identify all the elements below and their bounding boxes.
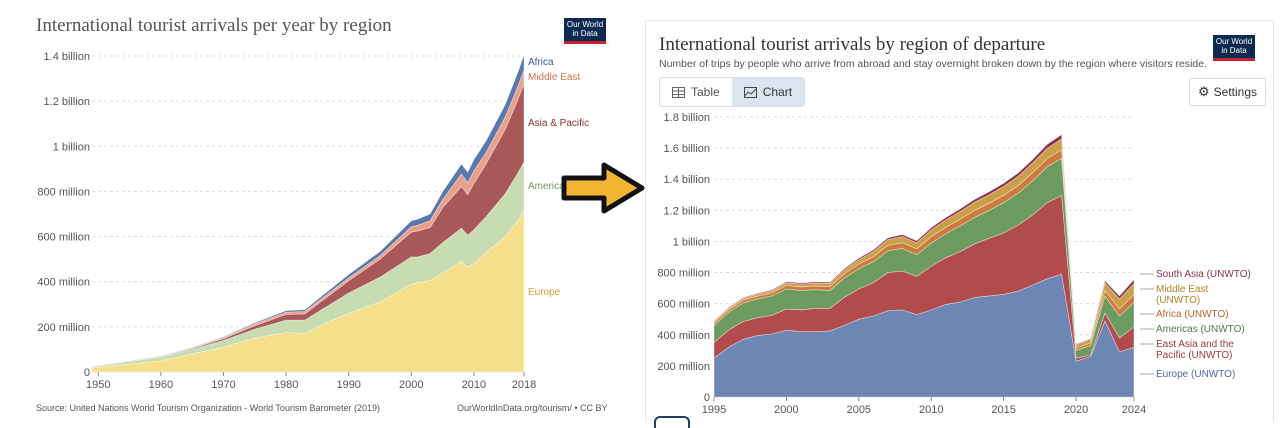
y-tick-label: 1.8 billion	[664, 112, 710, 124]
x-tick-label: 2024	[1122, 404, 1146, 416]
y-tick-label: 0	[704, 392, 710, 404]
chart-icon	[743, 86, 757, 98]
right-chart: 0 200 million 400 million 600 million 800 mi…	[657, 112, 1251, 416]
view-tabs: Table Chart	[659, 77, 806, 107]
left-chart: 0 200 million 400 million 600 million 800 mi…	[37, 51, 589, 391]
x-tick-label: 2020	[1064, 404, 1088, 416]
area-africa	[91, 54, 525, 367]
series-label-middle-east-unwto-line2: (UNWTO)	[1156, 295, 1200, 306]
x-tick-label: 2018	[512, 379, 536, 391]
y-tick-label: 1.6 billion	[664, 143, 710, 155]
series-label-europe-unwto: Europe (UNWTO)	[1156, 369, 1235, 380]
right-chart-panel: International tourist arrivals by region…	[645, 20, 1274, 428]
right-chart-title: International tourist arrivals by region…	[659, 34, 1046, 55]
logo-line2: in Data	[572, 29, 598, 38]
y-tick-label: 1 billion	[53, 141, 90, 153]
left-chart-panel: International tourist arrivals per year …	[0, 0, 615, 421]
y-tick-label: 1.2 billion	[664, 205, 710, 217]
series-label-africa-unwto: Africa (UNWTO)	[1156, 309, 1229, 320]
area-south-asia-unwto	[713, 134, 1135, 346]
y-tick-label: 200 million	[37, 322, 90, 334]
x-tick-label: 2005	[847, 404, 871, 416]
y-tick-label: 1.2 billion	[44, 96, 90, 108]
series-label-europe: Europe	[528, 287, 561, 298]
logo-line1-right: Our World	[1215, 37, 1253, 46]
tab-table[interactable]: Table	[660, 78, 732, 106]
x-tick-label: 1970	[211, 379, 235, 391]
table-icon	[672, 86, 685, 98]
logo-line1: Our World	[566, 20, 604, 29]
y-tick-label: 600 million	[37, 232, 90, 244]
y-tick-label: 400 million	[657, 330, 710, 342]
gear-icon: ⚙	[1198, 84, 1210, 99]
owid-logo-right[interactable]: Our World in Data	[1213, 35, 1255, 61]
y-tick-label: 0	[84, 367, 90, 379]
series-label-americas: Americas	[528, 181, 570, 192]
series-label-asia-pacific: Asia & Pacific	[528, 118, 589, 129]
owid-logo[interactable]: Our World in Data	[564, 18, 606, 44]
x-tick-label: 1995	[702, 404, 726, 416]
right-chart-subtitle: Number of trips by people who arrive fro…	[659, 58, 1208, 70]
series-label-south-asia-unwto: South Asia (UNWTO)	[1156, 269, 1251, 280]
settings-button[interactable]: ⚙ Settings	[1189, 78, 1267, 106]
y-tick-label: 1.4 billion	[664, 174, 710, 186]
y-tick-label: 800 million	[657, 268, 710, 280]
left-chart-source: Source: United Nations World Tourism Org…	[36, 403, 380, 413]
tab-chart-label: Chart	[762, 85, 793, 99]
tab-chart[interactable]: Chart	[731, 78, 805, 106]
series-label-middle-east: Middle East	[528, 72, 580, 83]
series-label-africa: Africa	[528, 57, 554, 68]
left-chart-title: International tourist arrivals per year …	[36, 15, 392, 36]
y-tick-label: 200 million	[657, 361, 710, 373]
right-arrow-icon	[561, 162, 645, 214]
x-tick-label: 2010	[462, 379, 486, 391]
y-tick-label: 1 billion	[673, 236, 710, 248]
y-tick-label: 1.4 billion	[44, 51, 90, 63]
y-tick-label: 800 million	[37, 186, 90, 198]
settings-label: Settings	[1213, 85, 1258, 99]
series-label-east-asia-and-the-pacific-unwto-line1: East Asia and the	[1156, 339, 1234, 350]
series-label-east-asia-and-the-pacific-unwto-line2: Pacific (UNWTO)	[1156, 350, 1232, 361]
x-tick-label: 2000	[774, 404, 798, 416]
x-tick-label: 1980	[274, 379, 298, 391]
x-tick-label: 2015	[991, 404, 1015, 416]
x-tick-label: 2000	[399, 379, 423, 391]
y-tick-label: 400 million	[37, 277, 90, 289]
y-tick-label: 600 million	[657, 299, 710, 311]
x-tick-label: 1960	[149, 379, 173, 391]
x-tick-label: 2010	[919, 404, 943, 416]
tab-table-label: Table	[691, 85, 720, 99]
series-label-americas-unwto: Americas (UNWTO)	[1156, 324, 1245, 335]
x-tick-label: 1990	[336, 379, 360, 391]
left-chart-credit[interactable]: OurWorldInData.org/tourism/ • CC BY	[457, 403, 608, 413]
share-button-edge[interactable]	[654, 416, 690, 428]
x-tick-label: 1950	[86, 379, 110, 391]
logo-line2-right: in Data	[1221, 46, 1247, 55]
series-label-middle-east-unwto-line1: Middle East	[1156, 284, 1208, 295]
